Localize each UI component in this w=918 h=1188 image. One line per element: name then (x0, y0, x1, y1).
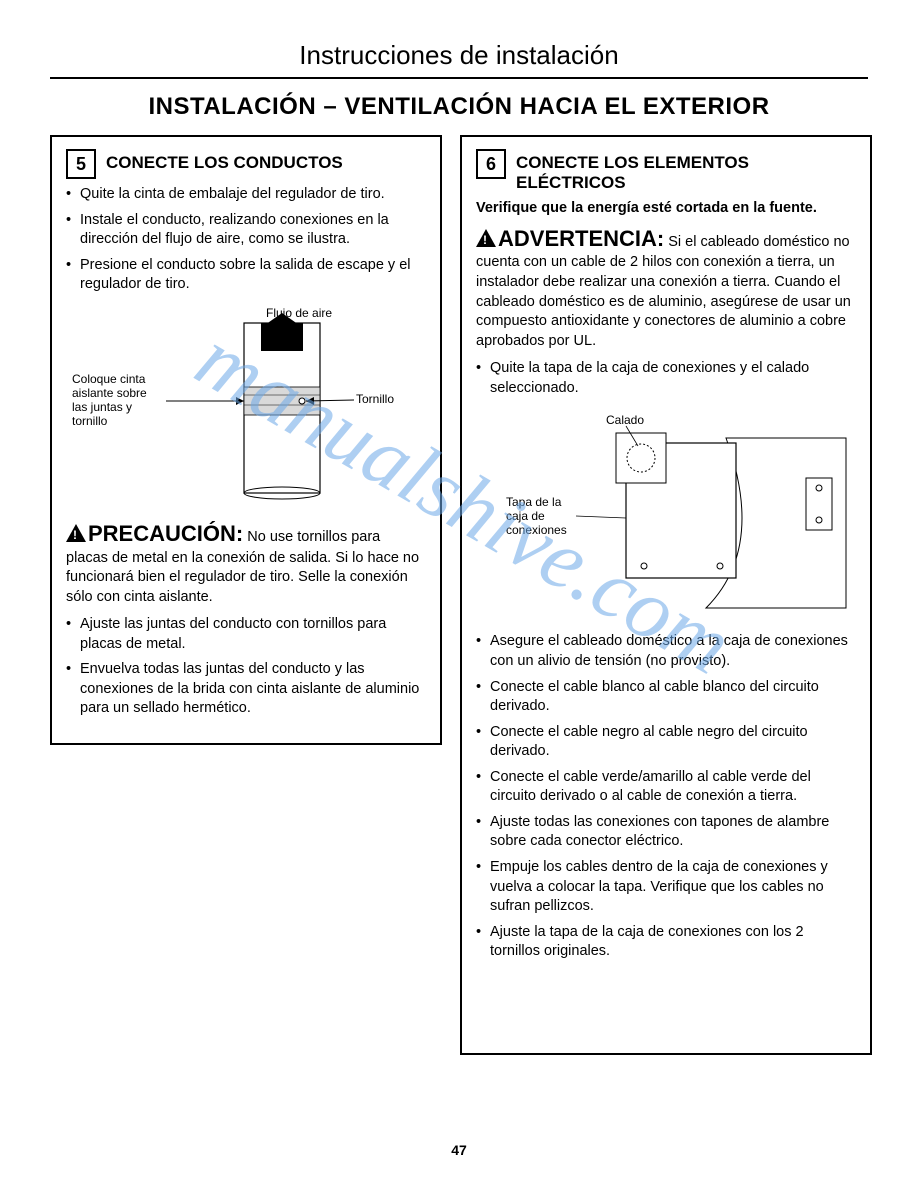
knockout-label: Calado (606, 413, 644, 427)
warning-text: Si el cableado doméstico no cuenta con u… (476, 234, 851, 349)
list-item: Ajuste todas las conexiones con tapones … (476, 813, 856, 852)
list-item: Conecte el cable blanco al cable blanco … (476, 678, 856, 717)
list-item: Quite la cinta de embalaje del regulador… (66, 185, 426, 205)
step5-number: 5 (66, 149, 96, 179)
warning-block: ADVERTENCIA: Si el cableado doméstico no… (476, 224, 856, 352)
step6-number: 6 (476, 149, 506, 179)
list-item: Asegure el cableado doméstico a la caja … (476, 632, 856, 671)
svg-text:caja de: caja de (506, 509, 545, 523)
page-title: Instrucciones de instalación (50, 40, 868, 79)
step5-list-a: Quite la cinta de embalaje del regulador… (66, 185, 426, 295)
tape-label-line1: Coloque cinta (72, 372, 146, 386)
step5-title: CONECTE LOS CONDUCTOS (106, 149, 343, 173)
warning-icon (476, 229, 496, 247)
list-item: Quite la tapa de la caja de conexiones y… (476, 359, 856, 398)
page-number: 47 (0, 1142, 918, 1158)
columns: 5 CONECTE LOS CONDUCTOS Quite la cinta d… (50, 135, 868, 1055)
list-item: Ajuste la tapa de la caja de conexiones … (476, 923, 856, 962)
step6-list-b: Asegure el cableado doméstico a la caja … (476, 632, 856, 961)
step5-panel: 5 CONECTE LOS CONDUCTOS Quite la cinta d… (50, 135, 442, 745)
warning-label: ADVERTENCIA: (498, 226, 664, 251)
svg-text:las juntas y: las juntas y (72, 400, 132, 414)
list-item: Conecte el cable negro al cable negro de… (476, 723, 856, 762)
svg-text:Tapa de la: Tapa de la (506, 495, 562, 509)
step6-list-a: Quite la tapa de la caja de conexiones y… (476, 359, 856, 398)
section-title: INSTALACIÓN – VENTILACIÓN HACIA EL EXTER… (50, 93, 868, 121)
list-item: Instale el conducto, realizando conexion… (66, 211, 426, 250)
step6-header: 6 CONECTE LOS ELEMENTOS ELÉCTRICOS (476, 149, 856, 194)
junction-box-diagram: Calado Tapa de la caja de conexiones (476, 408, 856, 618)
screw-label: Tornillo (356, 392, 394, 406)
list-item: Empuje los cables dentro de la caja de c… (476, 858, 856, 917)
list-item: Presione el conducto sobre la salida de … (66, 256, 426, 295)
list-item: Envuelva todas las juntas del conducto y… (66, 660, 426, 719)
duct-diagram: Flujo de aire Coloque cinta aislante sob… (66, 305, 426, 505)
step6-panel: 6 CONECTE LOS ELEMENTOS ELÉCTRICOS Verif… (460, 135, 872, 1055)
verify-line: Verifique que la energía esté cortada en… (476, 200, 856, 216)
list-item: Conecte el cable verde/amarillo al cable… (476, 768, 856, 807)
svg-text:conexiones: conexiones (506, 523, 567, 537)
caution-block: PRECAUCIÓN: No use tornillos para placas… (66, 519, 426, 607)
list-item: Ajuste las juntas del conducto con torni… (66, 615, 426, 654)
step6-title: CONECTE LOS ELEMENTOS ELÉCTRICOS (516, 149, 856, 194)
caution-label: PRECAUCIÓN: (88, 521, 243, 546)
svg-text:aislante sobre: aislante sobre (72, 386, 147, 400)
step5-header: 5 CONECTE LOS CONDUCTOS (66, 149, 426, 179)
step5-list-b: Ajuste las juntas del conducto con torni… (66, 615, 426, 719)
svg-text:tornillo: tornillo (72, 414, 108, 428)
warning-icon (66, 524, 86, 542)
